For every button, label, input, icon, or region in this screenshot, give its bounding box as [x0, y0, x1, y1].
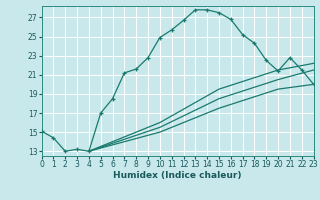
- X-axis label: Humidex (Indice chaleur): Humidex (Indice chaleur): [113, 171, 242, 180]
